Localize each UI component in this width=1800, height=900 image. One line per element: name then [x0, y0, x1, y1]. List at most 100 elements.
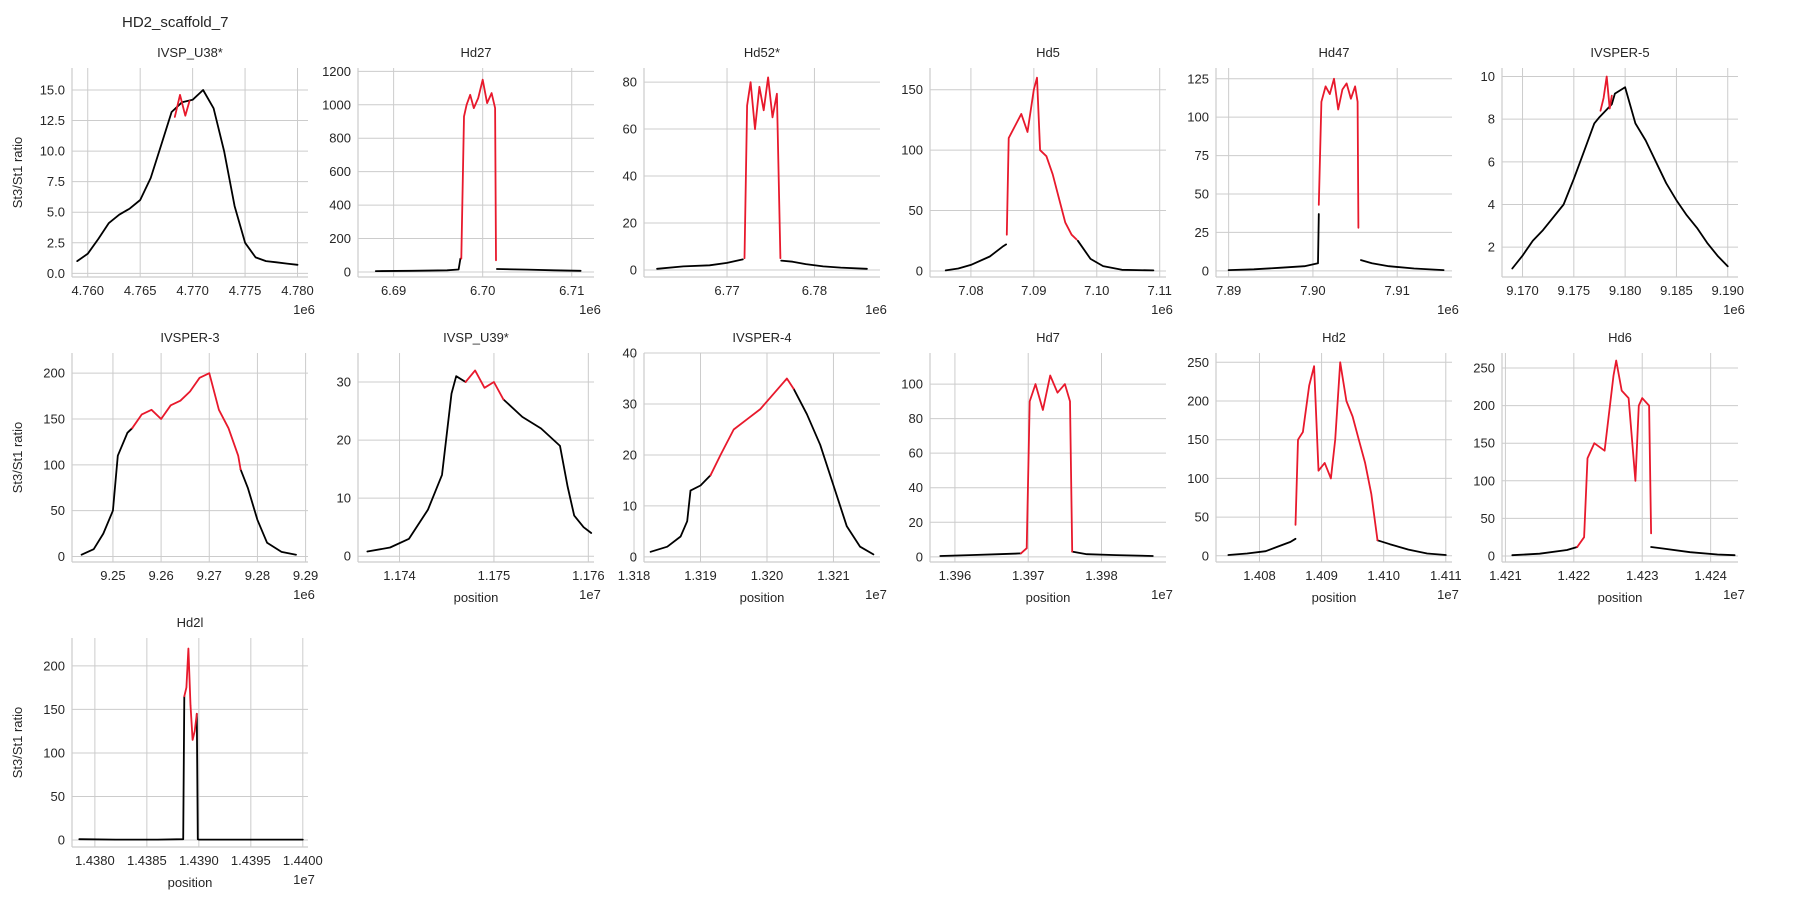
y-tick-label: 0 — [1202, 548, 1209, 563]
y-tick-label: 200 — [1473, 398, 1495, 413]
y-tick-label: 50 — [1195, 510, 1209, 525]
y-tick-label: 30 — [623, 396, 637, 411]
series-line-highlight-2 — [1601, 77, 1612, 111]
y-tick-label: 150 — [43, 412, 65, 427]
x-tick-label: 4.765 — [124, 283, 157, 298]
y-tick-label: 0.0 — [47, 266, 65, 281]
x-tick-label: 4.760 — [71, 283, 104, 298]
y-tick-label: 0 — [630, 262, 637, 277]
x-offset-label: 1e7 — [1723, 587, 1745, 602]
x-tick-label: 1.422 — [1558, 568, 1591, 583]
x-tick-label: 1.4390 — [179, 853, 219, 868]
y-tick-label: 150 — [1473, 436, 1495, 451]
y-tick-label: 100 — [1187, 471, 1209, 486]
y-tick-label: 8 — [1488, 112, 1495, 127]
y-axis-label: St3/St1 ratio — [10, 707, 25, 779]
y-tick-label: 0 — [344, 264, 351, 279]
x-tick-label: 1.398 — [1085, 568, 1118, 583]
x-tick-label: 1.4385 — [127, 853, 167, 868]
subplot-9: 1.318 1.319 1.320 1.3210102030401e7IVSPER-4… — [618, 330, 887, 605]
y-tick-label: 50 — [1195, 187, 1209, 202]
y-tick-label: 2.5 — [47, 235, 65, 250]
x-tick-label: 9.26 — [148, 568, 173, 583]
x-tick-label: 1.410 — [1367, 568, 1400, 583]
y-tick-label: 100 — [43, 457, 65, 472]
y-axis-label: St3/St1 ratio — [10, 422, 25, 494]
x-tick-label: 6.78 — [802, 283, 827, 298]
y-tick-label: 25 — [1195, 225, 1209, 240]
x-offset-label: 1e6 — [293, 587, 315, 602]
x-tick-label: 1.409 — [1305, 568, 1338, 583]
x-tick-label: 7.11 — [1148, 283, 1172, 298]
series-line-background-2 — [197, 714, 303, 840]
x-tick-label: 6.69 — [381, 283, 406, 298]
subplot-10: 1.396 1.397 1.398 0 20 40 60 80 100 1e7 Hd7 positio… — [901, 330, 1173, 605]
y-tick-label: 10 — [337, 491, 351, 506]
y-tick-label: 20 — [623, 447, 637, 462]
y-tick-label: 0 — [916, 263, 923, 278]
subplot-12: 1.421 1.422 1.423 1.424 0 50 100 150 200 250 1e7 Hd… — [1473, 330, 1745, 605]
x-axis-label: position — [1312, 590, 1357, 605]
x-offset-label: 1e6 — [1151, 302, 1173, 317]
y-tick-label: 60 — [623, 122, 637, 137]
x-tick-label: 9.170 — [1506, 283, 1539, 298]
x-tick-label: 7.09 — [1021, 283, 1046, 298]
series-line-highlight-3 — [1319, 79, 1359, 228]
x-tick-label: 4.775 — [229, 283, 262, 298]
series-line-highlight-3 — [711, 379, 794, 476]
y-tick-label: 1200 — [322, 64, 351, 79]
x-tick-label: 1.319 — [684, 568, 717, 583]
y-tick-label: 150 — [43, 702, 65, 717]
series-line-background-2 — [1078, 241, 1154, 271]
series-line-highlight-3 — [1577, 361, 1651, 548]
y-tick-label: 200 — [43, 658, 65, 673]
subplot-7: 9.25 9.26 9.27 9.28 9.290501001502001e6IVSPE… — [10, 330, 318, 602]
x-tick-label: 7.10 — [1084, 283, 1109, 298]
series-line-highlight-2 — [175, 95, 190, 117]
x-tick-label: 1.424 — [1694, 568, 1727, 583]
series-line-background-1 — [1512, 547, 1577, 555]
x-offset-label: 1e7 — [579, 587, 601, 602]
series-line-background-1 — [1228, 539, 1295, 555]
x-tick-label: 1.176 — [572, 568, 605, 583]
series-line-background-2 — [1378, 540, 1446, 555]
y-tick-label: 20 — [623, 215, 637, 230]
x-tick-label: 7.91 — [1385, 283, 1410, 298]
x-tick-label: 9.27 — [197, 568, 222, 583]
y-tick-label: 600 — [329, 164, 351, 179]
y-tick-label: 2 — [1488, 240, 1495, 255]
x-tick-label: 1.4395 — [231, 853, 271, 868]
subplot-4: 7.08 7.09 7.10 7.110501001501e6Hd5 — [901, 45, 1173, 317]
x-axis-label: position — [740, 590, 785, 605]
y-tick-label: 0 — [58, 833, 65, 848]
y-tick-label: 0 — [1488, 548, 1495, 563]
subplot-title: Hd7 — [1036, 330, 1060, 345]
subplot-title: Hd47 — [1318, 45, 1349, 60]
x-tick-label: 1.174 — [383, 568, 416, 583]
series-line-background-1 — [1512, 87, 1727, 268]
x-tick-label: 1.423 — [1626, 568, 1659, 583]
series-line-highlight-3 — [466, 370, 504, 399]
y-tick-label: 80 — [623, 75, 637, 90]
subplot-11: 1.408 1.409 1.410 1.411 0 50 100 150 200 250 1e7 Hd… — [1187, 330, 1461, 605]
series-line-highlight-3 — [1007, 78, 1077, 240]
x-offset-label: 1e6 — [865, 302, 887, 317]
x-tick-label: 6.70 — [470, 283, 495, 298]
y-tick-label: 100 — [43, 745, 65, 760]
subplot-title: Hd52* — [744, 45, 780, 60]
y-tick-label: 200 — [329, 231, 351, 246]
x-tick-label: 1.175 — [478, 568, 511, 583]
y-tick-label: 15.0 — [40, 83, 65, 98]
series-line-background-1 — [657, 259, 743, 268]
subplot-title: Hd6 — [1608, 330, 1632, 345]
y-tick-label: 100 — [1187, 110, 1209, 125]
y-tick-label: 0 — [630, 549, 637, 564]
x-tick-label: 9.185 — [1660, 283, 1693, 298]
series-line-background-2 — [1361, 260, 1444, 270]
series-line-background-1 — [940, 553, 1021, 556]
x-tick-label: 7.90 — [1300, 283, 1325, 298]
x-tick-label: 9.29 — [293, 568, 318, 583]
y-tick-label: 10 — [1481, 69, 1495, 84]
y-tick-label: 4 — [1488, 197, 1495, 212]
